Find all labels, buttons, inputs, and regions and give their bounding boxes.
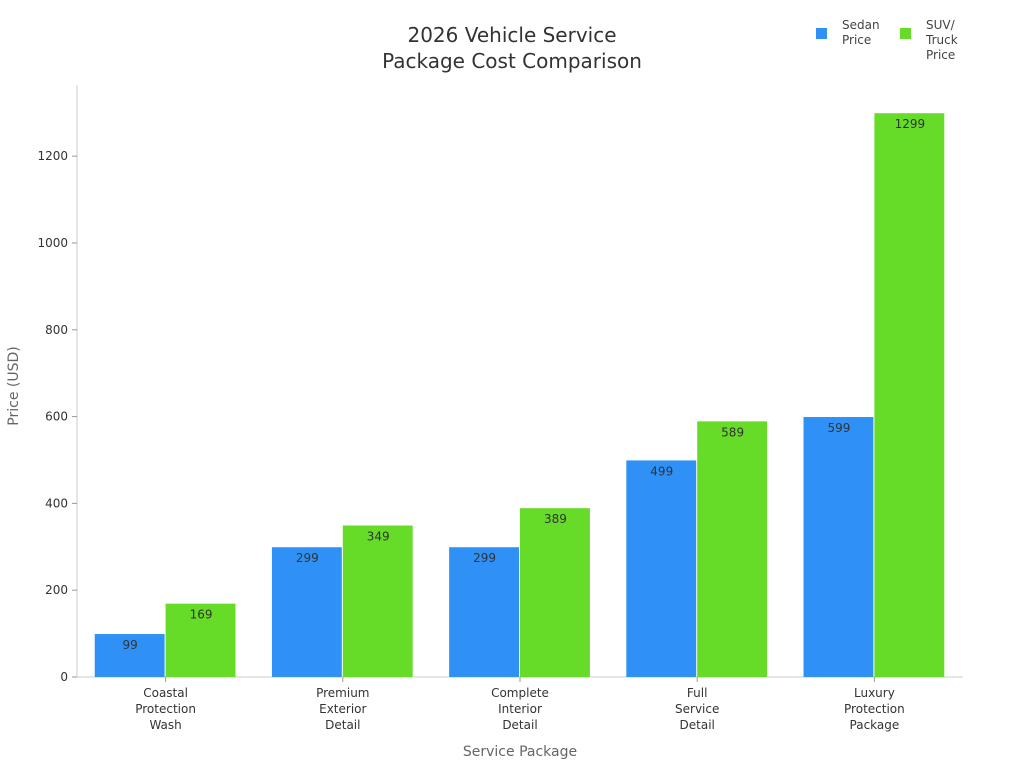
- legend-label-suv: SUV/ Truck Price: [926, 18, 958, 62]
- data-label: 299: [296, 551, 319, 565]
- chart-title: 2026 Vehicle Service Package Cost Compar…: [382, 23, 642, 73]
- bar-suv: [697, 421, 768, 677]
- y-tick-label: 0: [60, 670, 68, 684]
- data-label: 99: [123, 638, 138, 652]
- data-label: 349: [367, 530, 390, 544]
- bar-sedan: [803, 417, 874, 677]
- data-label: 169: [190, 608, 213, 622]
- x-tick-label: Coastal Protection Wash: [135, 686, 196, 732]
- legend-label-sedan: Sedan Price: [842, 18, 880, 47]
- bar-suv: [165, 603, 236, 677]
- data-label: 589: [721, 425, 744, 439]
- x-tick-label: Complete Interior Detail: [491, 686, 549, 732]
- data-label: 389: [544, 512, 567, 526]
- bar-suv: [342, 525, 413, 677]
- bar-sedan: [271, 547, 342, 677]
- y-tick-label: 1000: [37, 236, 68, 250]
- x-tick-label: Luxury Protection Package: [844, 686, 905, 732]
- data-label: 599: [828, 421, 851, 435]
- y-tick-label: 1200: [37, 149, 68, 163]
- bar-sedan: [626, 460, 697, 677]
- data-label: 499: [650, 464, 673, 478]
- x-tick-label: Full Service Detail: [675, 686, 719, 732]
- y-tick-label: 800: [45, 323, 68, 337]
- data-label: 299: [473, 551, 496, 565]
- y-axis-label: Price (USD): [6, 346, 22, 425]
- y-tick-label: 200: [45, 583, 68, 597]
- bar-suv: [520, 508, 590, 677]
- legend-swatch-suv: [900, 28, 911, 39]
- legend-item-sedan: Sedan Price: [816, 18, 892, 48]
- y-tick-label: 400: [45, 496, 68, 510]
- bar-sedan: [449, 547, 519, 677]
- x-tick-label: Premium Exterior Detail: [316, 686, 369, 732]
- x-axis-label: Service Package: [463, 744, 577, 760]
- bar-sedan: [94, 634, 165, 677]
- legend-swatch-sedan: [816, 28, 827, 39]
- legend-item-suv: SUV/ Truck Price: [900, 18, 976, 63]
- data-label: 1299: [895, 117, 926, 131]
- bar-suv: [874, 113, 945, 678]
- y-tick-label: 600: [45, 410, 68, 424]
